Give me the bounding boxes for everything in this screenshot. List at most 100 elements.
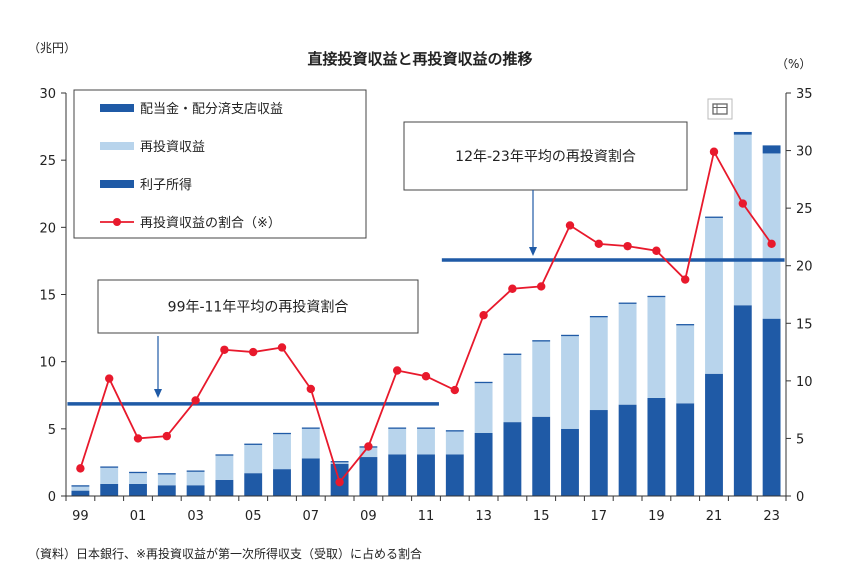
annotation-box <box>403 121 688 191</box>
legend-label: 配当金・配分済支店収益 <box>140 101 283 117</box>
average-lines <box>67 258 785 406</box>
bar-interest-06 <box>273 469 291 496</box>
legend-item: 利子所得 <box>100 177 192 193</box>
ratio-line-layer <box>76 147 776 487</box>
ratio-point-11 <box>421 372 431 381</box>
bar-dividend-21 <box>705 216 723 218</box>
bar-reinvest-19 <box>647 297 666 398</box>
bar-dividend-08 <box>330 461 349 463</box>
bar-reinvest-03 <box>186 471 205 486</box>
chart-title: 直接投資収益と再投資収益の推移 <box>307 50 532 68</box>
right-tick-label: 30 <box>796 145 813 160</box>
bar-dividend-23 <box>762 145 781 154</box>
x-tick-label: 05 <box>245 509 262 524</box>
x-tick-label: 01 <box>130 509 147 524</box>
bar-reinvest-17 <box>589 317 608 411</box>
bar-reinvest-23 <box>762 153 781 319</box>
left-tick-label: 10 <box>39 356 56 371</box>
bar-dividend-01 <box>129 471 147 474</box>
ratio-point-08 <box>335 477 344 487</box>
ratio-point-03 <box>191 396 200 405</box>
bar-interest-17 <box>589 410 608 496</box>
ratio-point-05 <box>249 347 258 357</box>
bar-dividend-10 <box>388 427 407 429</box>
ratio-point-10 <box>393 366 402 375</box>
left-axis-unit: （兆円） <box>28 41 76 55</box>
annotation-label: 12年-23年平均の再投資割合 <box>455 148 636 165</box>
bar-dividend-04 <box>215 454 234 456</box>
bar-reinvest-11 <box>417 428 435 455</box>
x-tick-label: 07 <box>303 509 320 524</box>
legend-swatch <box>100 180 134 188</box>
ratio-point-99 <box>76 464 85 473</box>
left-tick-label: 15 <box>39 289 56 304</box>
ratio-point-02 <box>162 431 171 441</box>
bar-dividend-20 <box>676 324 695 326</box>
bar-reinvest-16 <box>561 336 579 429</box>
bar-interest-00 <box>100 483 119 496</box>
bar-reinvest-14 <box>503 354 522 423</box>
right-tick-label: 35 <box>796 87 813 102</box>
x-tick-label: 15 <box>533 509 550 524</box>
ratio-point-17 <box>594 239 603 249</box>
left-tick-label: 30 <box>39 87 56 102</box>
annotation-recent: 12年-23年平均の再投資割合 <box>403 121 688 256</box>
right-tick-label: 10 <box>796 375 813 390</box>
bar-layer <box>71 131 781 496</box>
bar-reinvest-15 <box>532 341 551 417</box>
bar-reinvest-07 <box>301 428 320 459</box>
annotation-arrow-head <box>154 389 162 398</box>
annotation-label: 99年-11年平均の再投資割合 <box>168 299 349 316</box>
bar-dividend-22 <box>733 131 752 135</box>
bar-reinvest-20 <box>676 325 695 404</box>
legend-swatch-marker <box>113 218 121 226</box>
bar-reinvest-06 <box>273 434 291 470</box>
bar-reinvest-13 <box>474 383 493 433</box>
bar-dividend-16 <box>561 334 579 337</box>
bar-reinvest-02 <box>157 474 176 486</box>
legend-swatch <box>100 142 134 150</box>
bar-interest-19 <box>647 397 666 496</box>
bar-interest-99 <box>71 490 90 496</box>
ratio-point-09 <box>364 442 373 451</box>
bar-interest-02 <box>157 485 176 496</box>
bar-dividend-06 <box>273 432 291 435</box>
right-tick-label: 0 <box>796 490 804 505</box>
bar-reinvest-01 <box>129 473 147 484</box>
bar-interest-09 <box>359 457 378 496</box>
bar-reinvest-04 <box>215 455 234 480</box>
ratio-point-01 <box>133 434 143 443</box>
bar-reinvest-10 <box>388 428 407 455</box>
chart-menu-icon[interactable] <box>707 98 733 120</box>
annotation-box <box>97 279 419 334</box>
bar-dividend-12 <box>445 430 464 432</box>
left-tick-label: 20 <box>39 221 56 236</box>
bar-interest-05 <box>244 473 263 496</box>
bar-interest-04 <box>215 479 234 496</box>
bar-interest-22 <box>733 305 752 496</box>
bar-reinvest-08 <box>330 462 349 464</box>
bar-interest-03 <box>186 485 205 496</box>
bar-interest-07 <box>301 458 320 496</box>
bar-dividend-11 <box>417 427 435 429</box>
annotations: 12年-23年平均の再投資割合 99年-11年平均の再投資割合 <box>97 121 688 398</box>
legend-item: 再投資収益の割合（※） <box>100 215 281 231</box>
bar-reinvest-00 <box>100 467 119 484</box>
bar-dividend-18 <box>618 302 637 304</box>
bar-interest-15 <box>532 416 551 496</box>
ratio-point-20 <box>681 275 690 284</box>
bar-reinvest-21 <box>705 217 723 374</box>
bar-interest-20 <box>676 403 695 496</box>
ratio-point-19 <box>652 246 661 255</box>
bar-dividend-03 <box>186 470 205 472</box>
bar-interest-11 <box>417 454 435 496</box>
x-tick-label: 09 <box>360 509 377 524</box>
ratio-point-14 <box>508 284 517 293</box>
right-tick-label: 15 <box>796 317 813 332</box>
bar-dividend-19 <box>647 295 666 298</box>
x-tick-label: 19 <box>648 509 665 524</box>
left-tick-label: 0 <box>48 490 56 505</box>
bar-interest-18 <box>618 404 637 496</box>
right-tick-label: 20 <box>796 260 813 275</box>
